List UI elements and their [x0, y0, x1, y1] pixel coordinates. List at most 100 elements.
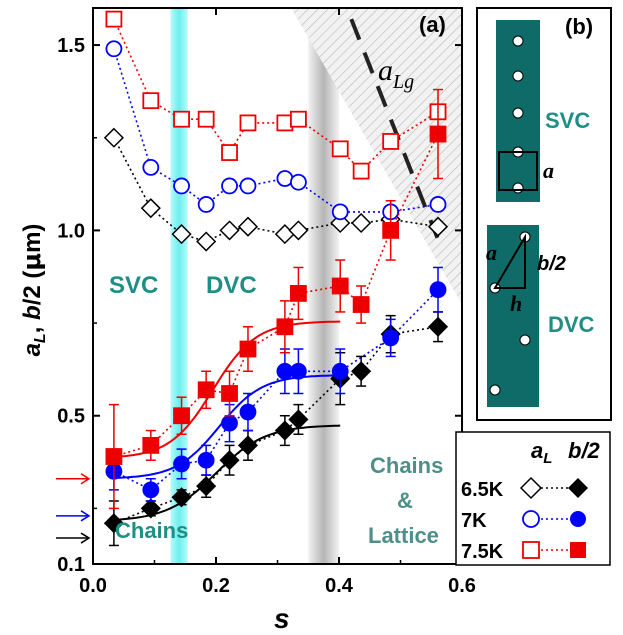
- vortex: [512, 107, 524, 119]
- data-point: [142, 481, 160, 499]
- y-label-a: a: [19, 343, 46, 356]
- legend-marker-65K-filled: [568, 478, 588, 498]
- data-point: [276, 170, 294, 187]
- data-point: [142, 92, 160, 110]
- data-point: [274, 420, 295, 441]
- cyan-band: [170, 8, 188, 564]
- x-tick-label: 0.6: [448, 575, 476, 597]
- alg-shaded-region: [291, 8, 462, 305]
- x-tick-label: 0.2: [202, 575, 230, 597]
- data-point: [237, 216, 259, 237]
- y-label-unit: m): [19, 224, 46, 253]
- data-point: [142, 436, 160, 454]
- chains-lattice-label-line2: &: [397, 488, 413, 513]
- data-point: [221, 385, 238, 402]
- vortex: [512, 182, 524, 194]
- data-point: [173, 177, 190, 195]
- data-point: [288, 220, 309, 241]
- alg-label-main: a: [378, 54, 393, 87]
- data-point: [290, 173, 307, 191]
- data-point: [288, 409, 309, 430]
- series-7.5K-aL: [105, 10, 447, 180]
- vortex: [489, 384, 501, 396]
- data-series: [103, 10, 449, 547]
- data-point: [197, 451, 215, 469]
- data-point: [140, 198, 161, 219]
- data-point: [171, 224, 192, 245]
- data-point: [197, 381, 215, 399]
- y-tick-label: 1.0: [57, 220, 85, 242]
- data-point: [352, 162, 370, 180]
- svc-region-label: SVC: [109, 272, 158, 299]
- y-tick-label: 0.5: [57, 406, 85, 428]
- data-point: [173, 455, 190, 473]
- legend-row-75K: 7.5K: [461, 541, 504, 563]
- chains-lattice-label-line3: Lattice: [368, 523, 439, 548]
- data-point: [239, 403, 257, 421]
- y-label-b: b: [19, 305, 46, 320]
- data-point: [351, 212, 372, 234]
- legend-row-65K: 6.5K: [461, 479, 504, 501]
- data-point: [276, 318, 294, 336]
- x-tick-label: 0.0: [79, 575, 107, 597]
- legend-header-aL: aL: [531, 438, 552, 467]
- panel-b-h: h: [510, 291, 522, 316]
- legend-marker-75K-open: [522, 541, 540, 559]
- alg-label: aLg: [378, 54, 414, 93]
- data-point: [105, 40, 123, 58]
- x-tick-label: 0.4: [325, 575, 354, 597]
- data-point: [290, 110, 307, 128]
- data-point: [352, 296, 370, 313]
- legend-marker-75K-filled: [570, 542, 586, 558]
- dvc-strip: [487, 225, 539, 407]
- alg-label-sub: Lg: [392, 71, 414, 93]
- data-point: [103, 127, 124, 148]
- data-point: [427, 316, 449, 337]
- data-point: [140, 498, 161, 519]
- data-point: [103, 513, 124, 534]
- panel-b-b2-text: b/2: [537, 253, 566, 275]
- y-label-sub: L: [32, 333, 49, 343]
- left-arrows: [56, 473, 91, 544]
- data-point: [429, 125, 447, 143]
- data-point: [142, 158, 160, 176]
- alg-line: [349, 18, 440, 239]
- legend-row-7K: 7K: [461, 510, 487, 532]
- legend-marker-65K-open: [519, 476, 543, 500]
- alg-dashed-line: [349, 18, 440, 239]
- panel-a-label: (a): [419, 12, 446, 37]
- data-point: [221, 144, 238, 161]
- x-axis-ticks: 0.0 0.2 0.4 0.6: [79, 8, 476, 597]
- vortex: [519, 334, 531, 346]
- data-point: [105, 448, 123, 465]
- data-point: [239, 340, 257, 358]
- panel-b-a2: a: [486, 240, 497, 265]
- y-tick-label: 0.1: [57, 554, 85, 576]
- x-axis-label: s: [274, 603, 290, 634]
- legend-aL-sub: L: [543, 450, 552, 467]
- data-point: [173, 407, 190, 425]
- arrow-head: [80, 473, 91, 485]
- series-7.5K-b2: [105, 88, 447, 510]
- legend: aL b/2 6.5K 7K 7.5K: [455, 431, 611, 566]
- data-point: [219, 220, 240, 241]
- data-point: [290, 362, 307, 380]
- panel-b: (b) SVC a a b/2 h DVC: [476, 7, 612, 421]
- data-point: [331, 362, 349, 380]
- data-point: [382, 133, 400, 150]
- data-point: [239, 114, 257, 132]
- dvc-region-label: DVC: [206, 272, 257, 299]
- data-point: [197, 196, 215, 213]
- legend-marker-7K-filled: [570, 511, 586, 527]
- data-point: [331, 140, 349, 158]
- data-point: [427, 216, 449, 237]
- chains-lattice-label-line1: Chains: [370, 453, 443, 478]
- legend-marker-7K-open: [522, 510, 540, 528]
- unit-cell-box: [498, 151, 538, 191]
- data-point: [382, 221, 400, 239]
- panel-b-a: a: [543, 158, 554, 183]
- data-point: [171, 487, 192, 508]
- data-point: [239, 177, 257, 195]
- data-point: [237, 435, 259, 456]
